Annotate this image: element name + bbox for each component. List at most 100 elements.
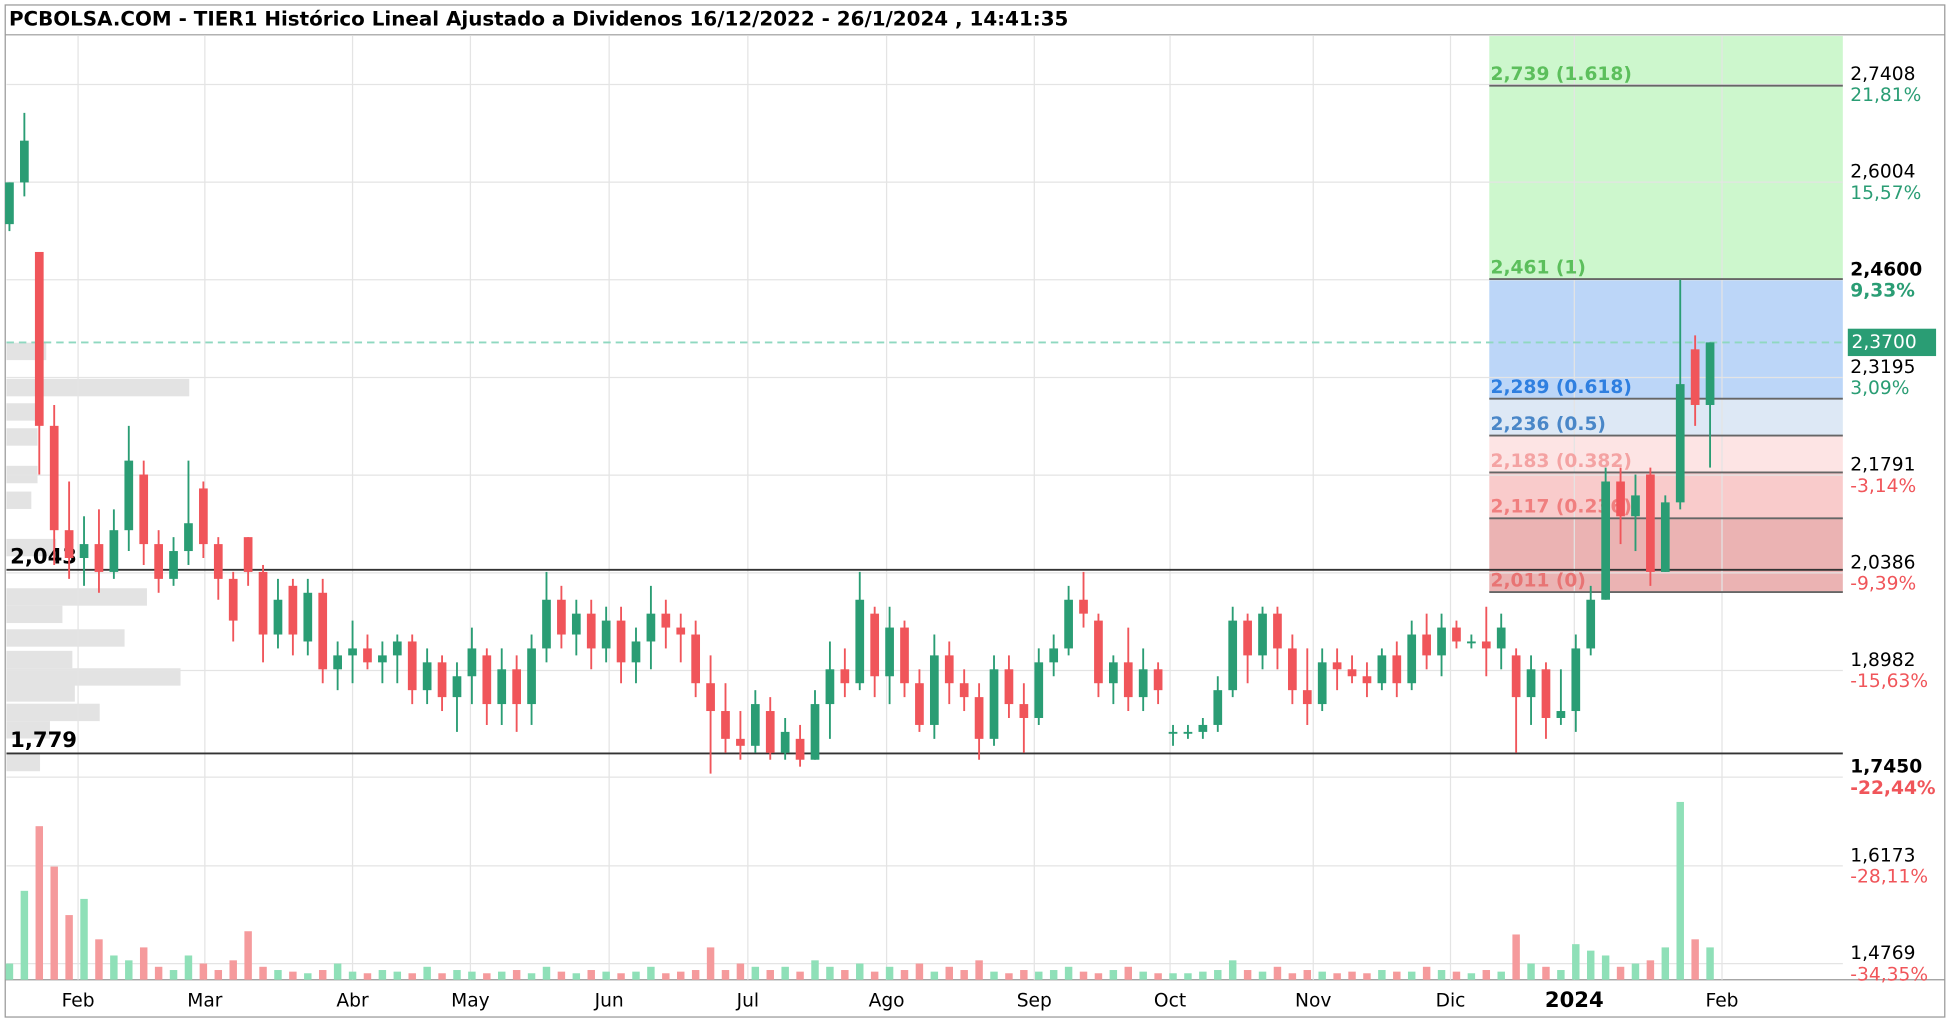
candle-body bbox=[527, 648, 536, 705]
candle-body bbox=[676, 627, 686, 635]
candle-body bbox=[5, 182, 14, 225]
volume-bar bbox=[632, 971, 640, 980]
support-label: 1,779 bbox=[10, 727, 77, 752]
candle-body bbox=[243, 537, 253, 572]
candle-body bbox=[1064, 599, 1073, 649]
candle-body bbox=[452, 676, 462, 698]
volume-bar bbox=[915, 963, 924, 980]
candle-body bbox=[825, 669, 835, 705]
fib-label: 2,289 (0.618) bbox=[1491, 377, 1632, 398]
candle-body bbox=[169, 551, 178, 579]
volume-bar bbox=[1378, 970, 1386, 980]
volume-profile-bar bbox=[6, 428, 38, 446]
candle-body bbox=[586, 613, 596, 649]
volume-bar bbox=[1303, 970, 1312, 980]
candle-body bbox=[1392, 655, 1402, 684]
candle-body bbox=[1109, 662, 1118, 684]
fib-label: 2,739 (1.618) bbox=[1491, 64, 1632, 85]
volume-bar bbox=[811, 960, 819, 980]
candle-body bbox=[1481, 641, 1491, 649]
candle-body bbox=[900, 627, 909, 684]
candle-body bbox=[616, 620, 626, 663]
candle-body bbox=[1094, 620, 1103, 684]
candle-body bbox=[1437, 627, 1446, 656]
candle-body bbox=[646, 613, 656, 642]
candle-body bbox=[795, 738, 805, 760]
candle-body bbox=[497, 669, 507, 705]
y-tick-percent: -28,11% bbox=[1850, 867, 1928, 888]
volume-bar bbox=[885, 966, 894, 980]
volume-bar bbox=[318, 970, 327, 980]
candle-body bbox=[750, 704, 760, 746]
volume-bar bbox=[184, 955, 193, 980]
volume-bar bbox=[1064, 966, 1073, 980]
volume-profile-bar bbox=[6, 703, 100, 722]
candle-body bbox=[318, 592, 328, 670]
candle-body bbox=[1541, 669, 1551, 718]
volume-bar bbox=[1184, 973, 1192, 980]
volume-profile-bar bbox=[6, 721, 50, 739]
candle-body bbox=[557, 599, 566, 635]
volume-bar bbox=[1527, 963, 1535, 980]
volume-bar bbox=[856, 963, 864, 980]
volume-bar bbox=[1557, 970, 1565, 980]
candle-body bbox=[64, 530, 74, 559]
volume-bar bbox=[274, 970, 282, 980]
volume-bar bbox=[229, 960, 237, 980]
volume-bar bbox=[304, 973, 312, 980]
volume-bar bbox=[662, 973, 670, 980]
candle-body bbox=[1511, 655, 1521, 698]
x-tick-label: Nov bbox=[1295, 990, 1331, 1011]
candle-body bbox=[1183, 731, 1193, 734]
chart-title: PCBOLSA.COM - TIER1 Histórico Lineal Aju… bbox=[9, 7, 1068, 30]
volume-bar bbox=[1124, 966, 1133, 980]
x-tick-label: Mar bbox=[187, 990, 222, 1011]
candle-body bbox=[706, 683, 715, 712]
candle-body bbox=[1660, 502, 1670, 572]
volume-bar bbox=[1407, 971, 1416, 980]
volume-bar bbox=[736, 963, 745, 980]
volume-profile-bar bbox=[6, 491, 32, 509]
volume-bar bbox=[677, 971, 685, 980]
fib-label: 2,236 (0.5) bbox=[1491, 414, 1606, 435]
fib-label: 2,011 (0) bbox=[1491, 570, 1586, 591]
candle-body bbox=[1675, 384, 1685, 503]
volume-bar bbox=[1333, 973, 1341, 980]
y-tick-label: 2,0386 bbox=[1850, 552, 1915, 573]
candle-body bbox=[1288, 648, 1297, 691]
volume-bar bbox=[1497, 971, 1505, 980]
candle-body bbox=[154, 544, 163, 579]
volume-profile-bar bbox=[6, 538, 57, 557]
volume-profile-bar bbox=[6, 668, 181, 686]
candle-body bbox=[1705, 342, 1715, 405]
candle-body bbox=[571, 613, 581, 635]
candle-body bbox=[49, 425, 59, 531]
candle-body bbox=[542, 599, 551, 649]
volume-bar bbox=[557, 971, 566, 980]
candle-body bbox=[1198, 724, 1208, 732]
volume-bar bbox=[1646, 960, 1655, 980]
candle-body bbox=[1556, 711, 1566, 718]
x-tick-label: Jul bbox=[736, 990, 759, 1011]
last-price-tag bbox=[1847, 328, 1937, 357]
candle-body bbox=[258, 571, 268, 635]
candle-body bbox=[1332, 662, 1342, 670]
volume-bar bbox=[35, 826, 44, 980]
volume-bar bbox=[154, 966, 163, 980]
candle-body bbox=[691, 634, 701, 684]
volume-profile-bar bbox=[6, 605, 63, 624]
volume-profile-bar bbox=[6, 378, 190, 397]
candle-body bbox=[1258, 613, 1267, 656]
volume-bar bbox=[1094, 973, 1103, 980]
volume-bar bbox=[1020, 970, 1028, 980]
candle-body bbox=[631, 641, 641, 663]
volume-bar bbox=[50, 866, 58, 980]
volume-bar bbox=[1243, 970, 1252, 980]
candle-body bbox=[1123, 662, 1133, 698]
candle-body bbox=[1362, 676, 1372, 684]
fib-label: 2,183 (0.382) bbox=[1491, 451, 1632, 472]
candle-body bbox=[20, 140, 29, 183]
volume-bar bbox=[841, 970, 849, 980]
volume-bar bbox=[1437, 970, 1446, 980]
volume-bar bbox=[1676, 801, 1684, 980]
